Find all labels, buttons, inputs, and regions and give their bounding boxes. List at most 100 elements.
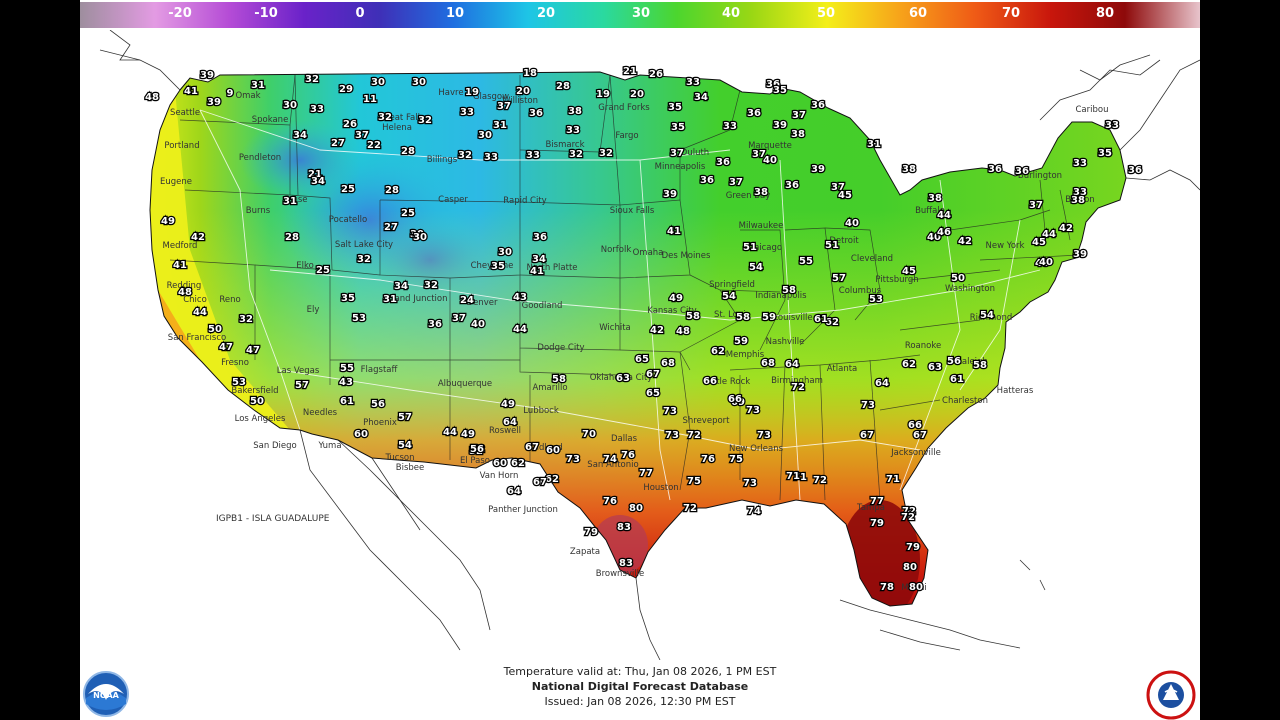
temperature-label: 26 [343,119,357,130]
city-label: Grand Forks [598,103,650,113]
city-label: Glasgow [473,92,509,102]
temperature-label: 36 [716,157,730,168]
temperature-label: 48 [145,92,159,103]
city-label: Chicago [748,243,782,253]
temperature-label: 63 [616,373,630,384]
city-label: Tucson [385,453,415,463]
temperature-label: 44 [937,210,951,221]
temperature-label: 32 [305,74,319,85]
temperature-label: 42 [650,325,664,336]
temperature-label: 71 [793,472,807,483]
temperature-label: 71 [786,471,800,482]
temperature-label: 54 [980,310,994,321]
temperature-label: 28 [556,81,570,92]
city-label: Bisbee [396,463,424,473]
legend-tick: 10 [445,6,465,21]
city-label: Redding [167,281,202,291]
temperature-label: 57 [295,380,309,391]
city-label: Needles [303,408,338,418]
temperature-label: 39 [207,97,221,108]
temperature-label: 36 [811,100,825,111]
temperature-label: 67 [525,442,539,453]
legend-tick: 50 [816,6,836,21]
temperature-label: 24 [460,295,474,306]
temperature-label: 30 [371,77,385,88]
temperature-label: 45 [838,190,852,201]
city-label: Zapata [570,547,600,557]
city-label: Las Vegas [277,366,320,376]
city-label: Louisville [773,313,812,323]
temperature-label: 72 [902,506,916,517]
temperature-label: 55 [799,256,813,267]
temperature-label: 25 [401,208,415,219]
temperature-label: 36 [700,175,714,186]
temperature-label: 77 [639,468,653,479]
city-label: Miami [901,583,927,593]
temperature-label: 38 [902,164,916,175]
legend-tick: 80 [1095,6,1115,21]
legend-tick: 60 [908,6,928,21]
city-label: Pocatello [329,215,367,225]
temperature-label: 58 [686,311,700,322]
temperature-label: 27 [331,138,345,149]
temperature-label: 40 [763,155,777,166]
temperature-label: 72 [813,475,827,486]
legend-tick: 30 [631,6,651,21]
city-label: Brownsville [596,569,644,579]
temperature-label: 64 [785,359,799,370]
city-label: Richmond [970,313,1013,323]
city-label: Great Falls [380,113,425,123]
temperature-label: 30 [478,130,492,141]
city-label: Milwaukee [739,221,784,231]
temperature-label: 42 [1059,223,1073,234]
temperature-label: 67 [860,430,874,441]
city-label: Kansas City [647,306,696,316]
temperature-label: 73 [663,406,677,417]
city-label: Sioux Falls [610,206,655,216]
temperature-label: 37 [831,182,845,193]
temperature-label: 11 [363,94,377,105]
temperature-label: 36 [747,108,761,119]
temperature-label: 73 [757,430,771,441]
city-label: Nashville [766,337,805,347]
us-temperature-map: Seattle Omak Spokane Pendleton Burns Medford R… [80,30,1200,660]
database-name: National Digital Forecast Database [531,680,749,693]
temperature-label: 34 [293,130,307,141]
temperature-label: 64 [503,417,517,428]
temperature-label: 32 [599,148,613,159]
temperature-label: 41 [173,260,187,271]
temperature-label: 35 [491,261,505,272]
city-label: San Francisco [168,333,226,343]
city-label: Phoenix [363,418,397,428]
temperature-label: 34 [532,254,546,265]
temperature-label: 44 [1042,229,1056,240]
city-label: Williston [502,96,538,106]
temperature-label: 62 [902,359,916,370]
temperature-label: 33 [1105,120,1119,131]
temperature-label: 68 [661,358,675,369]
temperature-label: 19 [596,89,610,100]
temperature-label: 76 [603,496,617,507]
temperature-label: 80 [909,582,923,593]
temperature-label: 53 [232,377,246,388]
temperature-label: 61 [340,396,354,407]
temperature-label: 52 [469,446,483,457]
temperature-label: 25 [341,184,355,195]
city-label: Norfolk [601,245,632,255]
temperature-label: 37 [670,148,684,159]
noaa-logo-text: NOAA [93,691,119,700]
temperature-label: 68 [761,358,775,369]
city-label: Indianapolis [755,291,807,301]
temperature-label: 44 [513,324,527,335]
legend-tick: 70 [1001,6,1021,21]
temperature-label: 72 [901,512,915,523]
temperature-label: 35 [1098,148,1112,159]
temperature-label: 27 [384,222,398,233]
isla-guadalupe-label: IGPB1 - ISLA GUADALUPE [216,514,330,524]
legend-tick: 0 [355,6,365,21]
temperature-label: 73 [861,400,875,411]
temperature-label: 50 [208,324,222,335]
temperature-label: 39 [773,120,787,131]
valid-time: Temperature valid at: Thu, Jan 08 2026, … [503,665,777,678]
noaa-logo: NOAA [83,671,129,717]
